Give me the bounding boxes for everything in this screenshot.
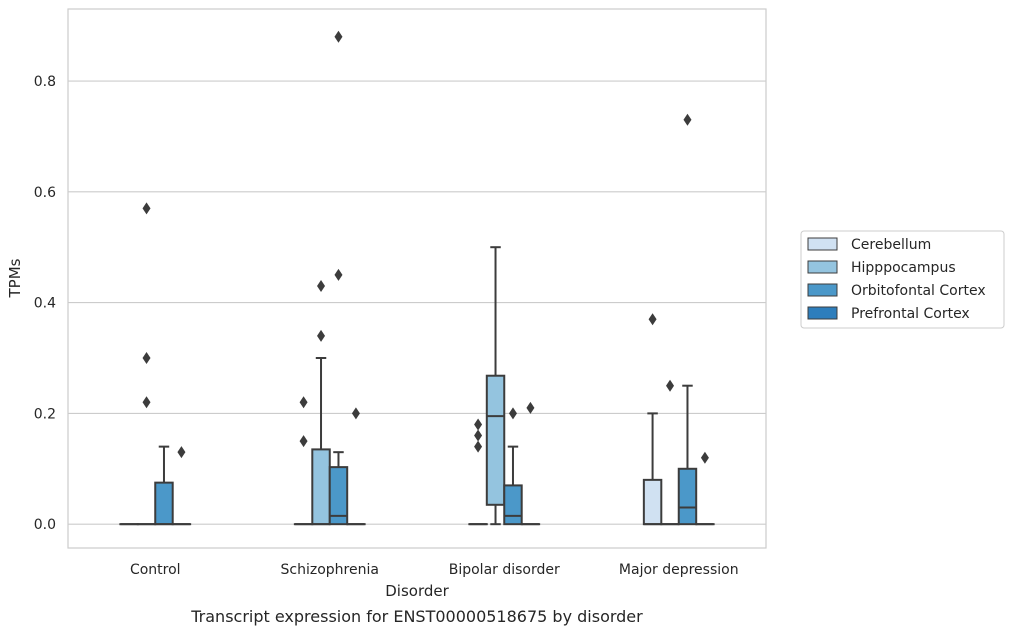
box <box>503 484 523 526</box>
legend: Cerebellum Hipppocampus Orbitofontal Cor… <box>800 230 1005 329</box>
outlier-point <box>474 440 483 453</box>
outlier-point <box>334 268 343 281</box>
box-group <box>311 279 331 526</box>
outlier-point <box>142 396 151 409</box>
legend-swatch-orbitofrontal-cortex <box>807 283 838 297</box>
box-group <box>485 246 506 526</box>
box-group <box>677 113 698 526</box>
grid-lines <box>68 80 766 525</box>
box <box>677 467 698 526</box>
legend-swatch-cerebellum <box>807 237 838 251</box>
outlier-point <box>474 418 483 431</box>
x-tick-labels: Control Schizophrenia Bipolar disorder Majo… <box>130 562 739 578</box>
y-axis-label: TPMs <box>6 258 24 298</box>
box-group <box>328 30 349 526</box>
box-group <box>136 202 157 526</box>
y-tick-label: 0.6 <box>34 185 56 201</box>
outlier-point <box>142 202 151 215</box>
box-group <box>695 451 715 526</box>
box <box>311 448 331 526</box>
outlier-point <box>142 351 151 364</box>
legend-label-prefrontal-cortex: Prefrontal Cortex <box>851 306 970 322</box>
legend-swatch-prefrontal-cortex <box>807 306 838 320</box>
outlier-point <box>508 407 517 420</box>
box <box>485 374 506 506</box>
box-group <box>154 445 174 526</box>
outlier-point <box>317 329 326 342</box>
box-group <box>520 401 541 526</box>
box <box>642 478 663 526</box>
box-group <box>660 379 680 526</box>
legend-label-cerebellum: Cerebellum <box>851 237 931 253</box>
box <box>154 481 174 526</box>
chart-title: Transcript expression for ENST0000051867… <box>190 607 643 626</box>
box-group <box>346 407 366 526</box>
y-tick-label: 0.0 <box>34 517 56 533</box>
outlier-point <box>526 401 535 414</box>
boxes <box>119 30 715 526</box>
box-group <box>503 407 523 526</box>
outlier-point <box>334 30 343 43</box>
x-tick-label: Control <box>130 562 181 578</box>
legend-label-orbitofrontal-cortex: Orbitofontal Cortex <box>851 283 986 299</box>
outlier-point <box>177 446 186 459</box>
outlier-point <box>683 113 692 126</box>
y-tick-label: 0.2 <box>34 406 56 422</box>
outlier-point <box>700 451 709 464</box>
y-tick-label: 0.8 <box>34 74 56 90</box>
box-group <box>642 313 663 526</box>
legend-swatch-hippocampus <box>807 260 838 274</box>
box-group <box>293 396 314 526</box>
legend-frame <box>800 230 1005 329</box>
y-tick-label: 0.4 <box>34 296 56 312</box>
outlier-point <box>351 407 360 420</box>
x-axis-label: Disorder <box>385 582 449 600</box>
outlier-point <box>474 429 483 442</box>
box-group <box>468 418 488 526</box>
x-tick-label: Bipolar disorder <box>449 562 560 578</box>
outlier-point <box>648 313 657 326</box>
outlier-point <box>299 435 308 448</box>
box-group <box>171 446 192 526</box>
x-tick-label: Major depression <box>619 562 739 578</box>
outlier-point <box>666 379 675 392</box>
box <box>328 466 349 526</box>
x-tick-label: Schizophrenia <box>281 562 379 578</box>
plot-frame <box>67 8 767 549</box>
outlier-point <box>317 279 326 292</box>
legend-label-hippocampus: Hipppocampus <box>851 260 956 276</box>
y-tick-labels: 0.0 0.2 0.4 0.6 0.8 <box>34 74 56 533</box>
outlier-point <box>299 396 308 409</box>
